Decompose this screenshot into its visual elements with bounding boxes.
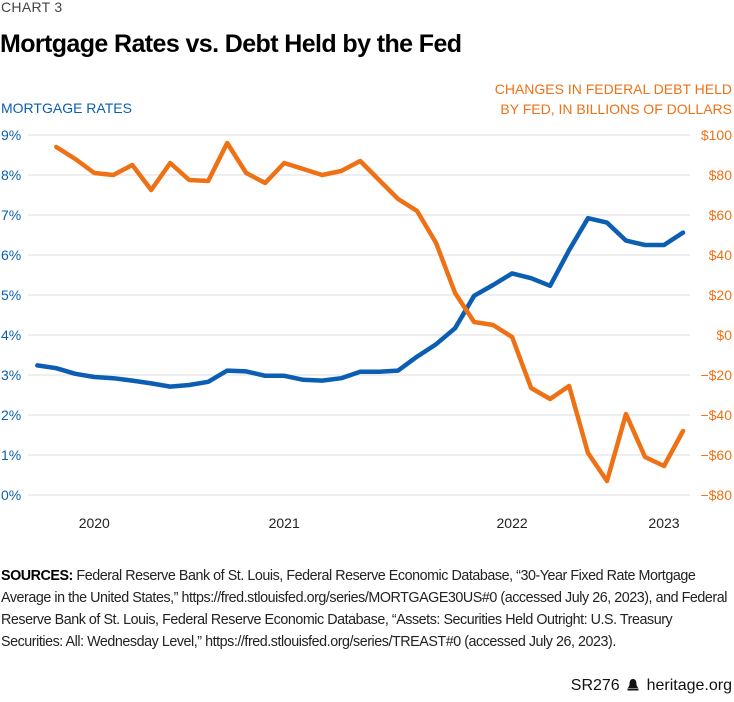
left-tick-label: 7% <box>1 207 21 223</box>
chart-number: CHART 3 <box>1 0 63 15</box>
right-tick-label: −$20 <box>700 367 732 383</box>
mortgage-rates-line <box>35 215 686 389</box>
heritage-bell-icon <box>627 677 639 695</box>
right-axis-label-line: BY FED, IN BILLIONS OF DOLLARS <box>500 101 732 117</box>
right-tick-label: −$80 <box>700 487 732 503</box>
sources-text: Federal Reserve Bank of St. Louis, Feder… <box>1 568 727 650</box>
left-tick-label: 0% <box>1 487 21 503</box>
right-tick-label: $40 <box>709 247 733 263</box>
x-tick-label: 2020 <box>79 515 110 531</box>
report-number: SR276 <box>570 677 620 694</box>
right-axis-label-line: CHANGES IN FEDERAL DEBT HELD <box>494 81 732 97</box>
right-tick-label: −$60 <box>700 447 732 463</box>
left-tick-label: 5% <box>1 287 21 303</box>
x-tick-label: 2023 <box>648 515 679 531</box>
left-tick-label: 6% <box>1 247 21 263</box>
right-tick-label: $60 <box>709 207 733 223</box>
x-tick-label: 2022 <box>497 515 528 531</box>
left-tick-label: 9% <box>1 127 21 143</box>
site-link[interactable]: heritage.org <box>646 677 732 694</box>
right-axis-label: CHANGES IN FEDERAL DEBT HELD BY FED, IN … <box>495 79 732 119</box>
sources-label: SOURCES: <box>1 568 73 584</box>
right-tick-label: $80 <box>709 167 733 183</box>
sources-note: SOURCES: Federal Reserve Bank of St. Lou… <box>1 565 729 653</box>
left-axis-label: MORTGAGE RATES <box>1 100 132 116</box>
right-tick-label: $100 <box>701 127 732 143</box>
left-tick-label: 3% <box>1 367 21 383</box>
left-tick-label: 1% <box>1 447 21 463</box>
fed-debt-change-line <box>54 140 686 484</box>
right-tick-label: $0 <box>716 327 732 343</box>
right-tick-label: $20 <box>709 287 733 303</box>
right-tick-label: −$40 <box>700 407 732 423</box>
chart-title: Mortgage Rates vs. Debt Held by the Fed <box>0 30 462 58</box>
footer: SR276 heritage.org <box>571 677 732 695</box>
left-tick-label: 2% <box>1 407 21 423</box>
left-tick-label: 8% <box>1 167 21 183</box>
left-tick-label: 4% <box>1 327 21 343</box>
x-tick-label: 2021 <box>269 515 300 531</box>
